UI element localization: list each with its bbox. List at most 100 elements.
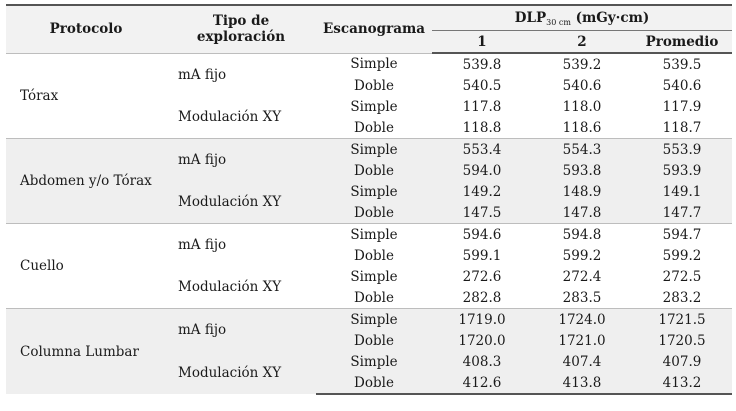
cell-escanograma: Simple [316,52,432,75]
cell-promedio: 539.5 [632,52,732,75]
cell-dlp-2: 118.6 [562,119,602,136]
table-row: Doble 147.5 147.8 147.7 [6,202,732,224]
cell-dlp-2: 554.3 [532,138,632,160]
header-dlp: DLP30 cm (mGy·cm) [432,4,732,31]
header-col-2: 2 [532,30,632,54]
cell-dlp-1: 1720.0 [432,330,532,351]
cell-dlp-2: 593.8 [532,160,632,181]
cell-protocolo: Abdomen y/o Tórax [6,138,166,224]
table-row: Modulación XY Simple 117.8 118.0 117.9 [6,96,732,126]
table-row: Tórax mA fijo Simple 539.8 539.2 539.5 [6,52,732,139]
cell-escanograma: Simple [350,268,398,285]
cell-dlp-1: 282.8 [462,289,502,306]
cell-dlp-2: 599.2 [562,247,602,264]
table-row: Doble 540.5 540.6 540.6 [6,75,732,96]
cell-dlp-1: 539.8 [432,52,532,75]
header-protocolo: Protocolo [6,4,166,53]
cell-escanograma: Simple [316,223,432,245]
cell-escanograma: Simple [316,138,432,160]
cell-escanograma: Doble [316,330,432,351]
cell-dlp-1: 599.1 [462,247,502,264]
cell-promedio: 147.7 [632,202,732,224]
header-col-promedio: Promedio [632,30,732,54]
cell-escanograma: Doble [354,119,394,136]
cell-dlp-1: 553.4 [432,138,532,160]
table-body: Tórax mA fijo Simple 539.8 539.2 539.5 Doble 54… [6,52,732,395]
header-dlp-sub: 30 cm [546,17,571,27]
cell-escanograma: Doble [316,160,432,181]
cell-promedio: 1720.5 [632,330,732,351]
cell-promedio: 599.2 [662,247,702,264]
cell-dlp-1: 594.6 [432,223,532,245]
cell-promedio: 272.5 [662,268,702,285]
cell-tipo: Modulación XY [166,181,316,224]
cell-dlp-1: 272.6 [462,268,502,285]
cell-tipo: Modulación XY [166,351,316,394]
cell-protocolo: Tórax [6,52,166,139]
cell-protocolo: Columna Lumbar [6,308,166,394]
cell-dlp-1: 1719.0 [432,308,532,330]
cell-tipo: mA fijo [166,52,316,96]
cell-tipo: mA fijo [166,223,316,266]
header-escanograma: Escanograma [316,4,432,53]
cell-dlp-2: 272.4 [562,268,602,285]
cell-promedio: 118.7 [662,119,702,136]
header-dlp-main: DLP [514,9,547,26]
cell-dlp-2: 1724.0 [532,308,632,330]
dlp-table: Protocolo Tipo de exploración Escanogram… [6,4,732,395]
cell-escanograma: Doble [316,372,432,395]
cell-dlp-1: 412.6 [432,372,532,395]
table-row: Modulación XY Simple 272.6 272.4 272.5 [6,266,732,296]
cell-dlp-2: 147.8 [532,202,632,224]
cell-dlp-1: 149.2 [432,181,532,202]
cell-escanograma: Simple [316,308,432,330]
cell-promedio: 593.9 [632,160,732,181]
cell-escanograma: Doble [316,202,432,224]
cell-promedio: 117.9 [662,98,702,115]
cell-dlp-1: 594.0 [432,160,532,181]
cell-promedio: 149.1 [632,181,732,202]
cell-escanograma: Simple [316,181,432,202]
cell-dlp-2: 1721.0 [532,330,632,351]
cell-dlp-2: 594.8 [532,223,632,245]
cell-tipo: Modulación XY [178,109,282,125]
table-row: Doble 594.0 593.8 593.9 [6,160,732,181]
table-row: Cuello mA fijo Simple 594.6 594.8 594.7 [6,223,732,309]
cell-dlp-1: 118.8 [462,119,502,136]
cell-dlp-2: 283.5 [562,289,602,306]
table-row: Doble 412.6 413.8 413.2 [6,372,732,395]
cell-escanograma: Doble [354,247,394,264]
cell-dlp-1: 408.3 [432,351,532,372]
cell-promedio: 553.9 [632,138,732,160]
cell-dlp-2: 413.8 [532,372,632,395]
header-tipo: Tipo de exploración [166,4,316,53]
cell-escanograma: Doble [354,289,394,306]
cell-promedio: 1721.5 [632,308,732,330]
table-row: Doble 282.8 283.5 283.2 [6,287,732,309]
cell-tipo: mA fijo [166,308,316,351]
cell-dlp-2: 540.6 [562,77,602,94]
cell-promedio: 407.9 [632,351,732,372]
cell-promedio: 540.6 [662,77,702,94]
cell-promedio: 283.2 [662,289,702,306]
table-row: Modulación XY Simple 149.2 148.9 149.1 [6,181,732,224]
cell-dlp-2: 407.4 [532,351,632,372]
cell-escanograma: Simple [316,351,432,372]
table-row: Doble 599.1 599.2 599.2 [6,245,732,266]
table-row: Doble 1720.0 1721.0 1720.5 [6,330,732,351]
cell-promedio: 413.2 [632,372,732,395]
cell-promedio: 594.7 [632,223,732,245]
table-row: Columna Lumbar mA fijo Simple 1719.0 1724.0 1… [6,308,732,394]
header-dlp-unit: (mGy·cm) [575,9,650,26]
cell-dlp-2: 148.9 [532,181,632,202]
cell-protocolo: Cuello [6,223,166,309]
cell-dlp-1: 117.8 [462,98,502,115]
cell-dlp-1: 147.5 [432,202,532,224]
cell-escanograma: Doble [354,77,394,94]
cell-tipo: Modulación XY [178,279,282,295]
table-row: Abdomen y/o Tórax mA fijo Simple 553.4 554.3… [6,138,732,224]
cell-dlp-2: 539.2 [532,52,632,75]
table-header: Protocolo Tipo de exploración Escanogram… [6,4,732,54]
cell-dlp-1: 540.5 [462,77,502,94]
